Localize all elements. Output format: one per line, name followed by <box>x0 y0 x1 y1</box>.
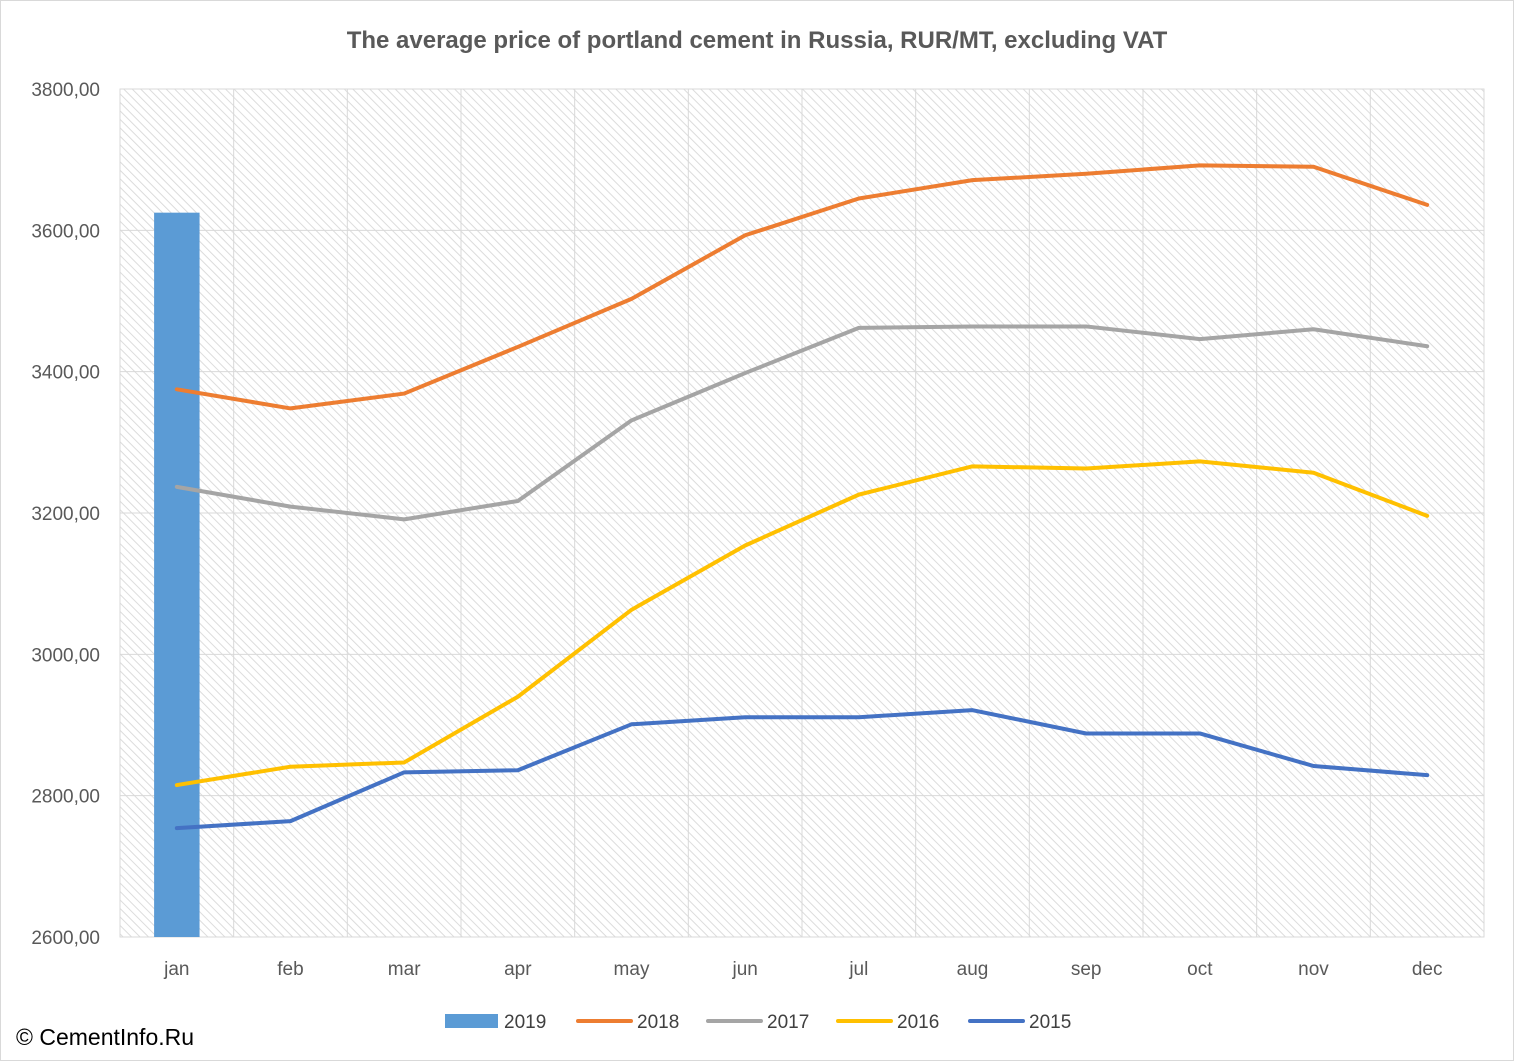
point-2016 <box>1312 471 1315 475</box>
point-2018 <box>289 406 292 410</box>
point-2015 <box>1084 731 1088 735</box>
point-2017 <box>402 517 406 521</box>
point-2018 <box>971 178 974 182</box>
point-2017 <box>1312 327 1315 331</box>
point-2015 <box>630 722 633 726</box>
point-2016 <box>743 544 747 548</box>
chart-title: The average price of portland cement in … <box>347 27 1168 54</box>
point-2015 <box>289 819 292 823</box>
line-series-2018 <box>174 163 1430 411</box>
legend-label-2019: 2019 <box>504 1012 546 1033</box>
point-2015 <box>1425 773 1429 777</box>
point-2018 <box>1312 165 1315 169</box>
legend: 2019 2018 2017 2016 2015 <box>445 1012 1071 1033</box>
x-tick-label: jan <box>163 959 189 980</box>
point-2018 <box>1084 172 1088 176</box>
point-2018 <box>630 297 633 301</box>
line-series-2016 <box>174 459 1430 788</box>
point-2016 <box>1084 466 1088 470</box>
legend-label-2016: 2016 <box>897 1012 939 1033</box>
point-2015 <box>971 708 974 712</box>
point-2015 <box>175 826 179 830</box>
point-2016 <box>1198 459 1202 463</box>
point-2017 <box>857 326 861 330</box>
point-2015 <box>516 768 520 772</box>
point-2017 <box>1084 324 1088 328</box>
x-tick-label: oct <box>1187 959 1213 980</box>
x-tick-label: aug <box>957 959 989 980</box>
point-2018 <box>857 197 861 201</box>
point-2016 <box>857 493 861 497</box>
point-2017 <box>1198 337 1202 341</box>
point-2017 <box>971 324 974 328</box>
point-2016 <box>175 783 179 787</box>
y-tick-label: 3800,00 <box>31 80 100 101</box>
point-2015 <box>402 770 406 774</box>
y-tick-label: 3000,00 <box>31 645 100 666</box>
gridlines <box>119 88 1485 938</box>
point-2015 <box>857 715 861 719</box>
line-series-2017 <box>174 324 1430 522</box>
point-2018 <box>1198 163 1202 167</box>
point-2016 <box>289 765 292 769</box>
x-tick-label: jul <box>848 959 868 980</box>
y-tick-label: 3400,00 <box>31 363 100 384</box>
point-2015 <box>743 715 747 719</box>
x-tick-label: sep <box>1071 959 1102 980</box>
point-2017 <box>289 505 292 509</box>
point-2015 <box>1312 764 1315 768</box>
point-2017 <box>630 418 633 422</box>
y-axis-ticks: 2600,00 2800,00 3000,00 3200,00 3400,00 3600,… <box>31 80 100 949</box>
y-tick-label: 3600,00 <box>31 221 100 242</box>
x-tick-label: apr <box>504 959 532 980</box>
x-tick-label: dec <box>1412 959 1443 980</box>
line-series <box>174 163 1430 831</box>
x-tick-label: jun <box>731 959 757 980</box>
point-2018 <box>402 392 406 396</box>
point-2016 <box>1425 514 1429 518</box>
point-2018 <box>743 233 747 237</box>
point-2017 <box>175 485 179 489</box>
legend-swatch-2019 <box>445 1014 498 1028</box>
point-2018 <box>1425 203 1429 207</box>
y-tick-label: 3200,00 <box>31 504 100 525</box>
legend-label-2015: 2015 <box>1029 1012 1071 1033</box>
point-2018 <box>516 345 520 349</box>
line-series-2015 <box>174 708 1430 831</box>
y-tick-label: 2800,00 <box>31 787 100 808</box>
x-tick-label: mar <box>388 959 421 980</box>
x-axis-ticks: jan feb mar apr may jun jul aug sep oct nov dec <box>163 959 1442 980</box>
point-2016 <box>516 695 520 699</box>
point-2017 <box>1425 344 1429 348</box>
y-tick-label: 2600,00 <box>31 928 100 949</box>
point-2017 <box>743 371 747 375</box>
bar-series <box>154 212 200 937</box>
point-2016 <box>971 464 974 468</box>
point-2018 <box>175 387 179 391</box>
bar-2019 <box>154 212 200 937</box>
point-2016 <box>402 760 406 764</box>
point-2015 <box>1198 731 1202 735</box>
copyright-text: © CementInfo.Ru <box>16 1024 195 1050</box>
x-tick-label: feb <box>277 959 303 980</box>
legend-label-2017: 2017 <box>767 1012 809 1033</box>
point-2017 <box>516 499 520 503</box>
x-tick-label: nov <box>1298 959 1329 980</box>
x-tick-label: may <box>614 959 650 980</box>
point-2016 <box>630 608 633 612</box>
legend-label-2018: 2018 <box>637 1012 679 1033</box>
